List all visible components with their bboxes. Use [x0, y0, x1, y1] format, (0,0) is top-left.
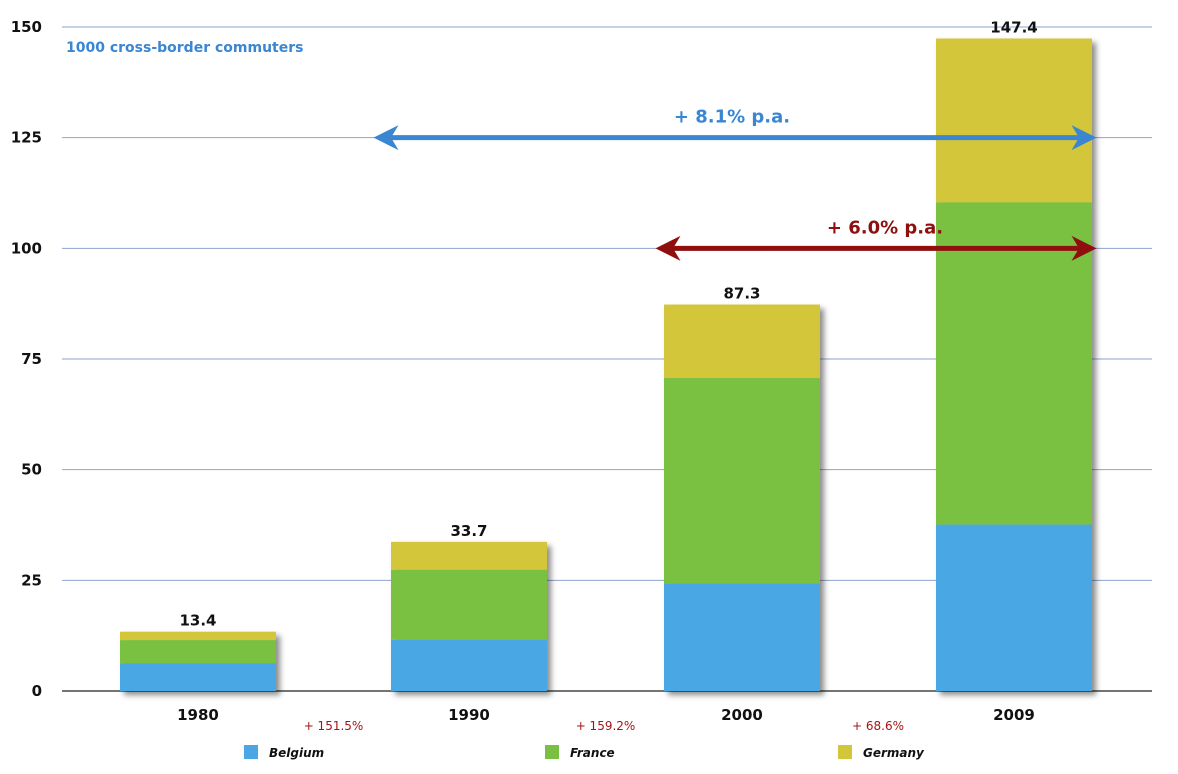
y-tick-label: 50 [21, 461, 42, 479]
bar-stack-2000 [664, 304, 820, 691]
cagr-annotations: + 8.1% p.a. + 6.0% p.a. [373, 107, 1097, 261]
x-tick-label: 1980 [177, 706, 219, 724]
legend-label: Germany [863, 746, 925, 760]
total-label: 33.7 [450, 522, 487, 540]
bar-belgium-1990 [391, 639, 547, 691]
total-label: 147.4 [990, 19, 1037, 37]
cagr-label: + 8.1% p.a. [674, 107, 790, 128]
bar-germany-2000 [664, 304, 820, 379]
bar-stack-1990 [391, 541, 547, 691]
growth-label: + 151.5% [304, 719, 364, 733]
total-labels: 13.4 33.7 87.3 147.4 [179, 19, 1037, 630]
bar-france-2000 [664, 378, 820, 584]
x-tick-label: 1990 [448, 706, 490, 724]
legend-swatch-germany [838, 745, 852, 759]
unit-label: 1000 cross-border commuters [66, 40, 303, 56]
cagr-label: + 6.0% p.a. [827, 217, 943, 238]
y-tick-label: 125 [11, 129, 42, 147]
legend: Belgium France Germany [244, 745, 925, 760]
total-label: 13.4 [179, 612, 216, 630]
legend-swatch-france [545, 745, 559, 759]
growth-label: + 159.2% [576, 719, 636, 733]
x-tick-label: 2000 [721, 706, 763, 724]
legend-label: Belgium [269, 746, 324, 760]
growth-label: + 68.6% [852, 719, 904, 733]
growth-labels: + 151.5% + 159.2% + 68.6% [304, 719, 904, 733]
bar-germany-1990 [391, 541, 547, 570]
bars [120, 38, 1092, 691]
bar-germany-1980 [120, 631, 276, 641]
bar-belgium-1980 [120, 663, 276, 691]
legend-label: France [570, 746, 615, 760]
bar-france-1990 [391, 569, 547, 640]
bar-stack-1980 [120, 631, 276, 691]
y-tick-label: 0 [32, 682, 42, 700]
bar-france-1980 [120, 640, 276, 664]
y-tick-label: 100 [11, 239, 42, 257]
bar-belgium-2000 [664, 583, 820, 691]
bar-germany-2009 [936, 38, 1092, 203]
y-tick-label: 75 [21, 350, 42, 368]
y-axis: 0 25 50 75 100 125 150 [11, 18, 42, 700]
x-tick-label: 2009 [993, 706, 1035, 724]
y-tick-label: 25 [21, 571, 42, 589]
x-axis: 1980 1990 2000 2009 [177, 706, 1035, 724]
legend-swatch-belgium [244, 745, 258, 759]
y-tick-label: 150 [11, 18, 42, 36]
total-label: 87.3 [723, 285, 760, 303]
bar-belgium-2009 [936, 524, 1092, 691]
